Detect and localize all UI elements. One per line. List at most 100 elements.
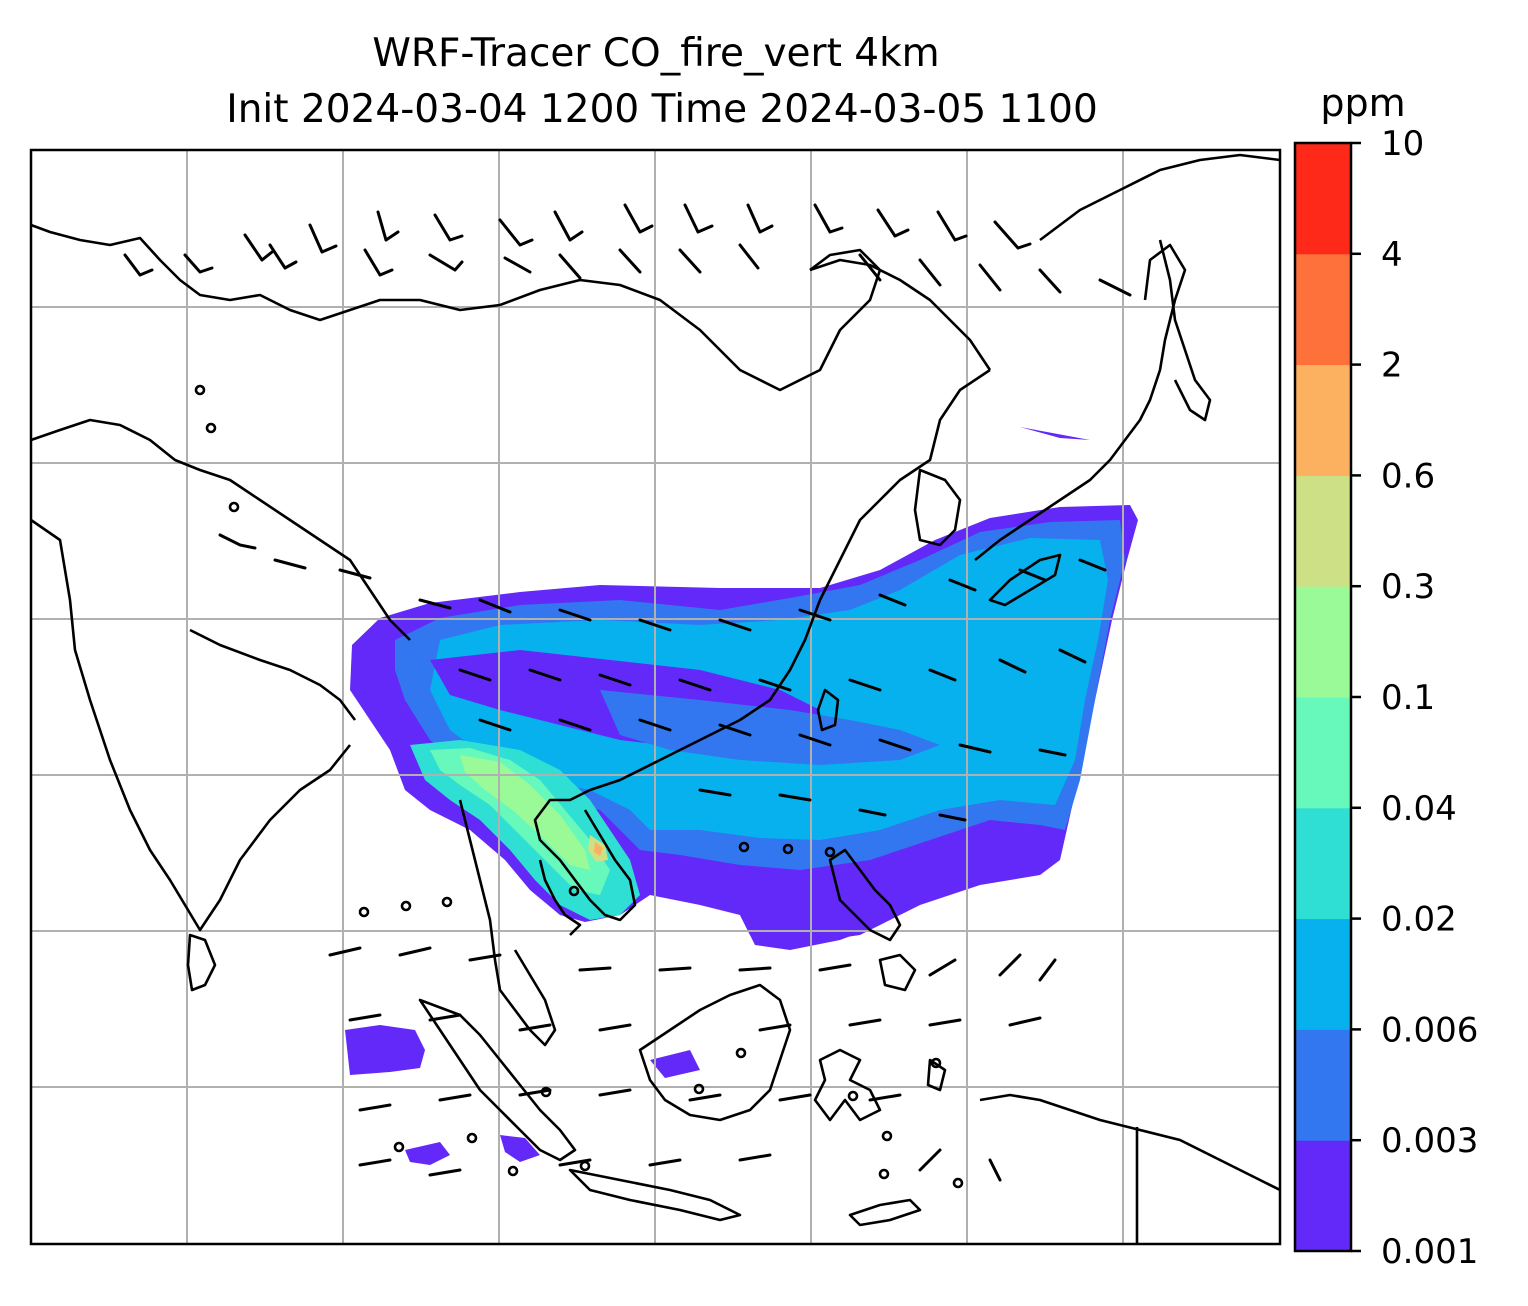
colorbar-tick-label: 10 [1381, 124, 1424, 164]
coastline-java [568, 1168, 742, 1222]
wind-barb [928, 668, 957, 682]
border-west-china [31, 418, 411, 641]
wind-barb [428, 253, 464, 272]
colorbar-swatch [1295, 1029, 1351, 1141]
colorbar-tick-label: 4 [1381, 235, 1403, 275]
coastline-india [31, 518, 352, 932]
wind-barb [478, 598, 512, 614]
calm-marker [952, 1177, 964, 1189]
wind-barb [958, 743, 992, 754]
colorbar-swatch [1295, 807, 1351, 920]
colorbar-swatch [1295, 253, 1351, 366]
border-mongolia [499, 248, 882, 392]
coastline-borneo [638, 983, 792, 1122]
calm-marker [568, 885, 580, 897]
calm-marker [735, 1047, 747, 1059]
wind-barb [553, 210, 584, 242]
coastline-japan-south [988, 553, 1062, 607]
colorbar-swatch [1295, 918, 1351, 1030]
plume-level-0.6 [594, 842, 603, 856]
coastline-timor [848, 1198, 922, 1227]
wind-barb [918, 1148, 942, 1172]
calm-marker [878, 1168, 890, 1180]
wind-barb [848, 1018, 882, 1027]
coastline-philippines [828, 848, 902, 942]
wind-barb [518, 1088, 552, 1097]
calm-marker [847, 1090, 859, 1102]
wind-barb [1058, 648, 1087, 664]
wind-barb [308, 223, 338, 254]
colorbar-unit-label: ppm [1320, 81, 1405, 125]
wind-barb [848, 678, 882, 692]
wind-barb [358, 1158, 392, 1167]
colorbar: ppm 0.001 0.003 0.006 0.02 0.04 0.1 0.3 0.6 2 4 10 [1293, 81, 1478, 1272]
wind-barb [363, 248, 394, 277]
wind-barb [638, 618, 672, 632]
wind-barb [338, 568, 372, 580]
wind-barb [433, 213, 464, 242]
wind-barb [698, 788, 732, 797]
map-panel [29, 148, 1282, 1246]
wind-barb [798, 608, 832, 622]
wind-barb [503, 256, 532, 274]
coastline-russia-far-east [1039, 153, 1280, 242]
wind-barb [818, 963, 852, 972]
calm-marker [930, 1057, 942, 1069]
coastline-taiwan [816, 688, 840, 732]
coastline-china-east [589, 368, 991, 792]
colorbar-tick-label: 0.006 [1381, 1010, 1478, 1050]
wind-barb [558, 608, 592, 622]
wind-barb [948, 578, 977, 592]
wind-barb [778, 793, 812, 802]
wind-barb [738, 243, 760, 270]
wind-barb [648, 1158, 682, 1167]
colorbar-tick-label: 0.003 [1381, 1121, 1478, 1161]
wind-barb [1038, 268, 1062, 294]
calm-marker [358, 906, 370, 918]
calm-marker [393, 1141, 405, 1153]
wind-barb [183, 253, 214, 274]
wind-barb [273, 558, 307, 570]
calm-marker [540, 1086, 552, 1098]
colorbar-frame [1293, 141, 1353, 1253]
wind-barb [598, 1023, 632, 1032]
wind-barb [988, 1158, 1002, 1182]
colorbar-tick-label: 2 [1381, 346, 1403, 386]
colorbar-swatch [1295, 475, 1351, 587]
wind-barb [868, 1093, 902, 1102]
calm-markers [194, 384, 964, 1189]
coastline-malay-peninsula [458, 799, 557, 1047]
wind-barb [798, 733, 832, 747]
wind-barb [936, 210, 968, 242]
wind-barb [578, 966, 612, 972]
coastline-new-guinea [979, 1093, 1280, 1192]
colorbar-tick-label: 0.6 [1381, 456, 1435, 496]
coastline-sulawesi [813, 1048, 882, 1122]
wind-barbs [123, 203, 1132, 1182]
plume-java-speck-2 [500, 1135, 540, 1162]
border-himalaya [31, 223, 501, 322]
calm-marker [228, 501, 240, 513]
calm-marker [466, 1132, 478, 1144]
wind-barb [658, 966, 692, 972]
wind-barb [358, 1103, 392, 1112]
colorbar-swatch [1295, 697, 1351, 809]
wind-barb [1038, 958, 1057, 982]
wind-barb [623, 203, 654, 234]
wind-barb [598, 1088, 632, 1097]
colorbar-swatches [1295, 143, 1351, 1252]
calm-marker [693, 1083, 705, 1095]
coastline-sri-lanka [186, 933, 217, 992]
calm-marker [579, 1160, 591, 1172]
colorbar-swatch [1295, 1140, 1351, 1252]
wind-barb [518, 1023, 552, 1032]
wind-barb [758, 1023, 792, 1032]
plume-java-speck-4 [650, 1050, 700, 1078]
calm-marker [881, 1130, 893, 1142]
wind-barb [928, 958, 957, 977]
coastline-gulf-thailand [538, 859, 582, 936]
wind-barb [938, 813, 967, 822]
map-title-line-2: Init 2024-03-04 1200 Time 2024-03-05 110… [226, 87, 1098, 132]
plume-java-speck-3 [1020, 427, 1090, 440]
